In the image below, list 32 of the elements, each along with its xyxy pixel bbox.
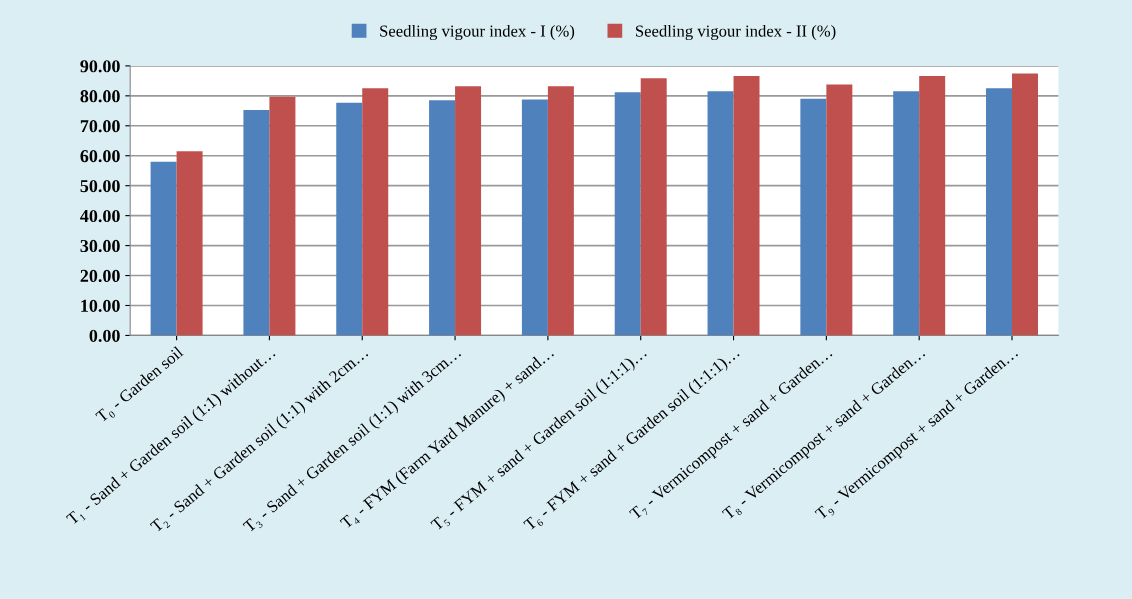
bar <box>1012 73 1038 336</box>
bar <box>919 76 946 336</box>
y-tick-label: 40.00 <box>80 209 120 223</box>
y-tick-label: 60.00 <box>80 150 120 163</box>
bar <box>455 86 482 336</box>
bar <box>521 99 548 336</box>
bar <box>269 96 296 336</box>
bar <box>243 109 270 336</box>
y-tick-label: 80.00 <box>80 90 120 103</box>
y-tick-label: 20.00 <box>80 269 120 283</box>
legend-label: Seedling vigour index - II (%) <box>635 24 836 41</box>
bar <box>150 161 177 336</box>
bar <box>733 76 760 336</box>
y-tick-label: 50.00 <box>80 179 120 193</box>
bar <box>893 91 920 336</box>
y-tick-label: 90.00 <box>80 60 120 73</box>
y-tick-label: 70.00 <box>80 120 120 133</box>
bar <box>826 84 853 336</box>
y-tick-label: 0.00 <box>89 329 120 342</box>
y-tick-label: 10.00 <box>81 299 120 313</box>
bar <box>176 151 203 336</box>
y-tick-label: 30.00 <box>80 239 120 253</box>
bar <box>429 100 456 336</box>
bar <box>362 88 389 336</box>
bar <box>547 86 574 336</box>
bar <box>800 98 827 336</box>
bar <box>707 91 734 336</box>
bar <box>640 78 667 336</box>
bar <box>986 88 1013 336</box>
legend-label: Seedling vigour index - I (%) <box>380 24 575 41</box>
bar <box>614 92 641 336</box>
bar <box>336 102 363 336</box>
